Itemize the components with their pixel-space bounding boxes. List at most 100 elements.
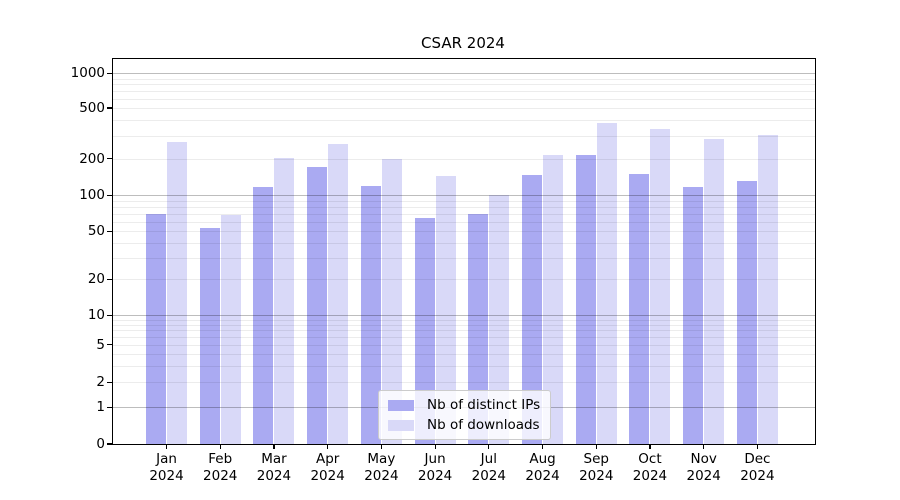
x-tick-mark	[756, 444, 758, 449]
x-label-month: Jul	[480, 451, 497, 467]
bar-ips-feb	[199, 228, 220, 444]
x-tick-label: Oct 2024	[619, 451, 681, 485]
x-tick-mark	[595, 444, 597, 449]
bar-ips-apr	[307, 167, 328, 444]
legend-label-ips: Nb of distinct IPs	[427, 397, 541, 413]
legend-swatch-ips	[388, 399, 414, 411]
legend-label-downloads: Nb of downloads	[427, 417, 540, 433]
x-label-year: 2024	[632, 468, 668, 484]
x-label-month: Sep	[583, 451, 609, 467]
x-tick-label: Dec 2024	[726, 451, 788, 485]
x-label-year: 2024	[149, 468, 184, 484]
y-tick-label: 0	[96, 436, 105, 452]
y-tick-label: 100	[79, 187, 105, 204]
x-label-month: Jan	[156, 451, 177, 467]
x-tick-mark	[327, 444, 329, 449]
y-tick-label: 1	[96, 399, 105, 416]
y-tick-label: 50	[87, 223, 105, 240]
bar-ips-oct	[629, 173, 650, 444]
bar-downloads-nov	[704, 138, 725, 444]
legend-swatch-downloads	[388, 419, 414, 431]
legend-row-ips: Nb of distinct IPs	[388, 397, 540, 413]
y-tick-label: 2	[96, 374, 105, 391]
bar-ips-nov	[683, 187, 704, 444]
x-tick-label: Nov 2024	[673, 451, 735, 485]
plot-area: Nb of distinct IPs Nb of downloads 0 1 2 5 1…	[71, 58, 816, 484]
bar-downloads-jun	[435, 175, 456, 444]
bar-ips-may	[360, 186, 381, 444]
y-tick-label: 20	[87, 271, 105, 288]
bar-downloads-oct	[650, 128, 671, 444]
x-label-month: Jun	[424, 451, 446, 467]
legend-row-downloads: Nb of downloads	[388, 417, 540, 433]
bar-downloads-sep	[596, 122, 617, 444]
x-tick-mark	[219, 444, 221, 449]
y-tick-label: 200	[79, 150, 105, 167]
x-tick-mark	[541, 444, 544, 449]
bar-ips-sep	[575, 154, 596, 444]
y-tick-mark	[106, 278, 112, 280]
x-tick-mark	[273, 444, 275, 449]
x-label-month: May	[367, 451, 396, 467]
bar-ips-dec	[736, 181, 757, 444]
bar-downloads-dec	[757, 134, 778, 444]
y-tick-label: 500	[79, 99, 105, 116]
x-label-year: 2024	[203, 468, 238, 484]
x-tick-label: Jan 2024	[136, 451, 198, 485]
bar-ips-jan	[146, 213, 166, 444]
y-tick-mark	[106, 443, 112, 445]
y-tick-mark	[106, 158, 112, 160]
bar-ips-aug	[522, 175, 543, 444]
x-tick-mark	[165, 444, 168, 449]
x-label-year: 2024	[310, 468, 345, 484]
x-label-year: 2024	[471, 468, 506, 484]
x-tick-mark	[703, 444, 705, 449]
x-tick-label: Sep 2024	[565, 451, 627, 485]
x-tick-label: Jul 2024	[458, 451, 520, 485]
bar-ips-jun	[414, 217, 435, 444]
y-tick-mark	[106, 314, 112, 316]
y-tick-label: 5	[96, 336, 105, 353]
x-label-month: Oct	[638, 451, 662, 467]
bars-layer	[113, 59, 815, 444]
x-tick-label: Feb 2024	[189, 451, 251, 485]
y-tick-mark	[106, 230, 112, 232]
x-label-year: 2024	[364, 468, 399, 484]
y-tick-label: 1000	[70, 65, 105, 82]
x-label-year: 2024	[740, 468, 775, 484]
bar-downloads-mar	[274, 157, 295, 444]
bar-ips-mar	[253, 187, 274, 444]
x-tick-mark	[488, 444, 490, 449]
x-label-month: Aug	[529, 451, 556, 467]
x-tick-mark	[649, 444, 651, 449]
x-label-year: 2024	[686, 468, 721, 484]
x-label-month: Feb	[208, 451, 233, 467]
x-tick-mark	[434, 444, 436, 449]
x-tick-label: Apr 2024	[297, 451, 359, 485]
x-label-year: 2024	[417, 468, 453, 484]
bar-downloads-feb	[220, 214, 241, 444]
x-tick-mark	[380, 444, 382, 449]
x-tick-label: May 2024	[350, 451, 412, 485]
y-tick-mark	[106, 107, 112, 109]
x-tick-label: Mar 2024	[243, 451, 305, 485]
bar-downloads-jan	[167, 142, 187, 444]
y-tick-mark	[106, 406, 112, 408]
bar-downloads-apr	[328, 143, 349, 444]
y-tick-label: 10	[87, 307, 105, 324]
x-label-year: 2024	[579, 468, 614, 484]
y-tick-mark	[106, 381, 112, 383]
bar-downloads-aug	[543, 155, 564, 444]
chart-title: CSAR 2024	[421, 34, 505, 52]
legend: Nb of distinct IPs Nb of downloads	[378, 390, 552, 440]
x-tick-label: Jun 2024	[404, 451, 466, 485]
bar-downloads-may	[381, 158, 402, 444]
bar-downloads-jul	[489, 194, 510, 444]
y-tick-mark	[106, 72, 112, 74]
x-label-month: Nov	[690, 451, 717, 467]
x-label-month: Apr	[315, 451, 340, 467]
x-tick-label: Aug 2024	[512, 451, 574, 485]
x-label-year: 2024	[525, 468, 560, 484]
x-label-month: Dec	[744, 451, 771, 467]
